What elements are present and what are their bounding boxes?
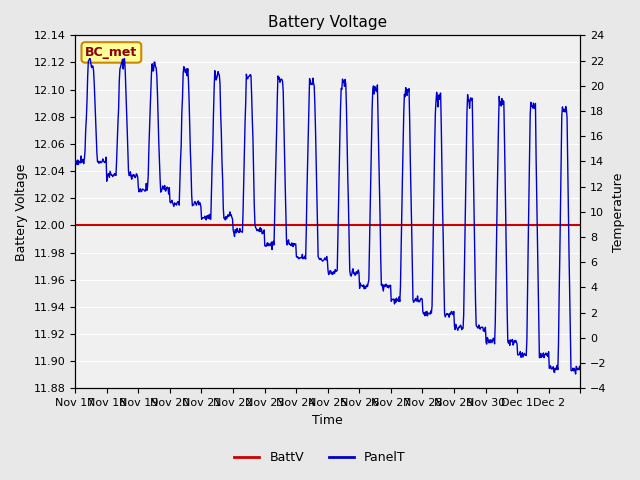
Legend: BattV, PanelT: BattV, PanelT xyxy=(229,446,411,469)
Y-axis label: Battery Voltage: Battery Voltage xyxy=(15,163,28,261)
X-axis label: Time: Time xyxy=(312,414,343,427)
Text: BC_met: BC_met xyxy=(85,46,138,59)
Y-axis label: Temperature: Temperature xyxy=(612,172,625,252)
Title: Battery Voltage: Battery Voltage xyxy=(268,15,387,30)
